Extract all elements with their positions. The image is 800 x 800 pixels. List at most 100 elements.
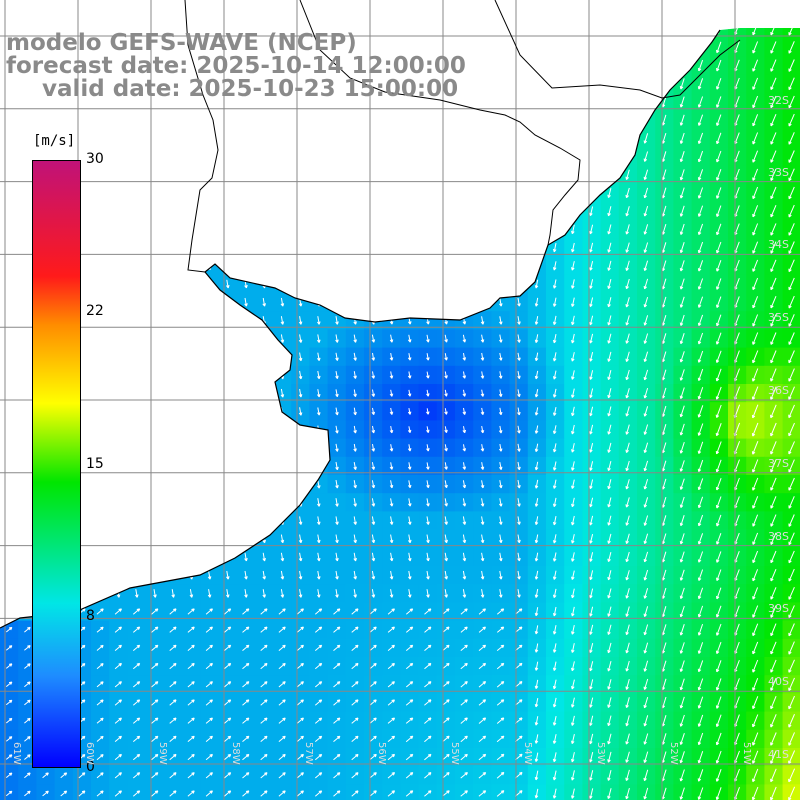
wind-arrow <box>607 96 612 108</box>
wind-arrow <box>353 261 357 271</box>
wind-arrow <box>534 316 539 325</box>
wind-arrow <box>7 534 12 544</box>
wind-arrow <box>335 371 339 379</box>
wind-arrow <box>389 134 394 143</box>
wind-arrow <box>426 298 430 307</box>
wind-arrow <box>643 224 649 235</box>
wind-arrow <box>7 134 12 143</box>
wind-speed-cell <box>582 56 602 76</box>
wind-speed-cell <box>491 147 511 167</box>
wind-arrow <box>679 187 685 199</box>
wind-speed-cell <box>655 74 674 94</box>
wind-arrow <box>298 479 303 489</box>
wind-arrow <box>679 151 685 163</box>
wind-speed-cell <box>382 293 401 312</box>
wind-arrow <box>153 225 157 234</box>
wind-speed-cell <box>327 111 347 130</box>
wind-arrow <box>244 443 248 453</box>
wind-arrow <box>317 134 321 143</box>
wind-arrow <box>534 115 539 125</box>
longitude-label: 60W <box>84 742 95 765</box>
wind-speed-cell <box>546 38 565 57</box>
wind-speed-cell <box>182 547 201 567</box>
wind-arrow <box>770 314 777 327</box>
wind-speed-cell <box>109 111 128 130</box>
wind-arrow <box>534 243 539 253</box>
wind-arrow <box>98 589 103 598</box>
wind-speed-cell <box>473 202 492 221</box>
wind-arrow <box>462 261 467 271</box>
wind-speed-cell <box>109 365 128 385</box>
wind-arrow <box>697 28 704 35</box>
wind-arrow <box>335 206 339 216</box>
wind-speed-cell <box>436 784 456 800</box>
wind-speed-cell <box>273 347 292 367</box>
wind-speed-cell <box>564 129 583 148</box>
wind-arrow <box>499 334 503 343</box>
wind-arrow <box>462 279 467 289</box>
wind-arrow <box>788 259 795 273</box>
wind-arrow <box>371 170 376 180</box>
wind-arrow <box>444 334 448 343</box>
wind-arrow <box>7 570 12 580</box>
wind-arrow <box>80 334 84 343</box>
wind-speed-cell <box>382 129 401 148</box>
wind-arrow <box>80 279 84 289</box>
wind-arrow <box>7 443 12 453</box>
wind-arrow <box>444 188 448 198</box>
wind-arrow <box>752 186 759 200</box>
wind-speed-cell <box>291 202 310 221</box>
wind-arrow <box>589 333 594 344</box>
wind-speed-cell <box>145 784 165 800</box>
wind-speed-cell <box>182 129 201 148</box>
wind-speed-cell <box>91 365 110 385</box>
wind-arrow <box>25 388 30 398</box>
wind-arrow <box>643 205 649 217</box>
wind-arrow <box>80 498 84 507</box>
wind-speed-cell <box>109 566 128 585</box>
wind-arrow <box>552 133 557 144</box>
wind-arrow <box>444 353 448 361</box>
wind-speed-cell <box>509 129 529 148</box>
wind-arrow <box>371 352 376 361</box>
wind-arrow <box>317 279 321 289</box>
wind-speed-cell <box>127 365 147 385</box>
wind-speed-cell <box>455 784 474 800</box>
wind-speed-cell <box>91 493 110 512</box>
wind-speed-cell <box>145 511 165 531</box>
wind-arrow <box>607 297 612 308</box>
wind-speed-cell <box>109 202 128 221</box>
wind-speed-cell <box>236 511 256 531</box>
wind-arrow <box>770 277 777 291</box>
wind-speed-cell <box>91 347 110 367</box>
wind-arrow <box>480 61 485 70</box>
wind-arrow <box>207 534 212 544</box>
wind-speed-cell <box>491 202 511 221</box>
wind-arrow <box>770 350 777 364</box>
latitude-label: 35S <box>768 311 789 324</box>
wind-arrow <box>207 188 212 198</box>
wind-arrow <box>25 188 30 198</box>
wind-arrow <box>444 279 448 289</box>
wind-speed-cell <box>400 220 420 239</box>
wind-arrow <box>244 425 248 434</box>
wind-arrow <box>571 42 575 53</box>
wind-speed-cell <box>254 784 274 800</box>
latitude-label: 39S <box>768 602 789 615</box>
wind-arrow <box>207 115 212 125</box>
wind-arrow <box>371 279 376 289</box>
wind-arrow <box>643 60 649 71</box>
wind-arrow <box>280 225 285 234</box>
wind-arrow <box>517 152 521 161</box>
longitude-label: 54W <box>522 742 533 765</box>
wind-speed-cell <box>236 183 256 203</box>
wind-arrow <box>697 260 704 272</box>
wind-speed-cell <box>364 129 383 148</box>
wind-arrow <box>262 407 266 416</box>
wind-arrow <box>770 77 777 90</box>
wind-arrow <box>499 61 503 70</box>
wind-arrow <box>80 516 84 525</box>
wind-arrow <box>80 589 84 598</box>
wind-arrow <box>262 352 266 362</box>
wind-speed-cell <box>728 28 747 39</box>
